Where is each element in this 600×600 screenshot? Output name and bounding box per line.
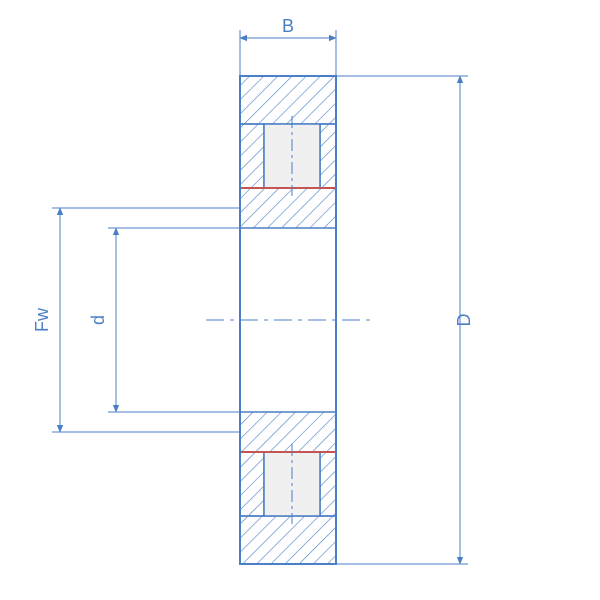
- dim-Fw-label: Fw: [32, 307, 52, 332]
- cage-bot-left: [240, 452, 264, 516]
- outer-ring-bottom: [240, 516, 336, 564]
- inner-ring-bottom: [240, 412, 336, 452]
- bearing-cross-section: B D Fw d: [32, 16, 474, 564]
- cage-top-right: [320, 124, 336, 188]
- dim-B-label: B: [282, 16, 294, 36]
- inner-ring-top: [240, 188, 336, 228]
- dim-D-label: D: [454, 314, 474, 327]
- dim-d-label: d: [88, 315, 108, 325]
- cage-top-left: [240, 124, 264, 188]
- outer-ring-top: [240, 76, 336, 124]
- cage-bot-right: [320, 452, 336, 516]
